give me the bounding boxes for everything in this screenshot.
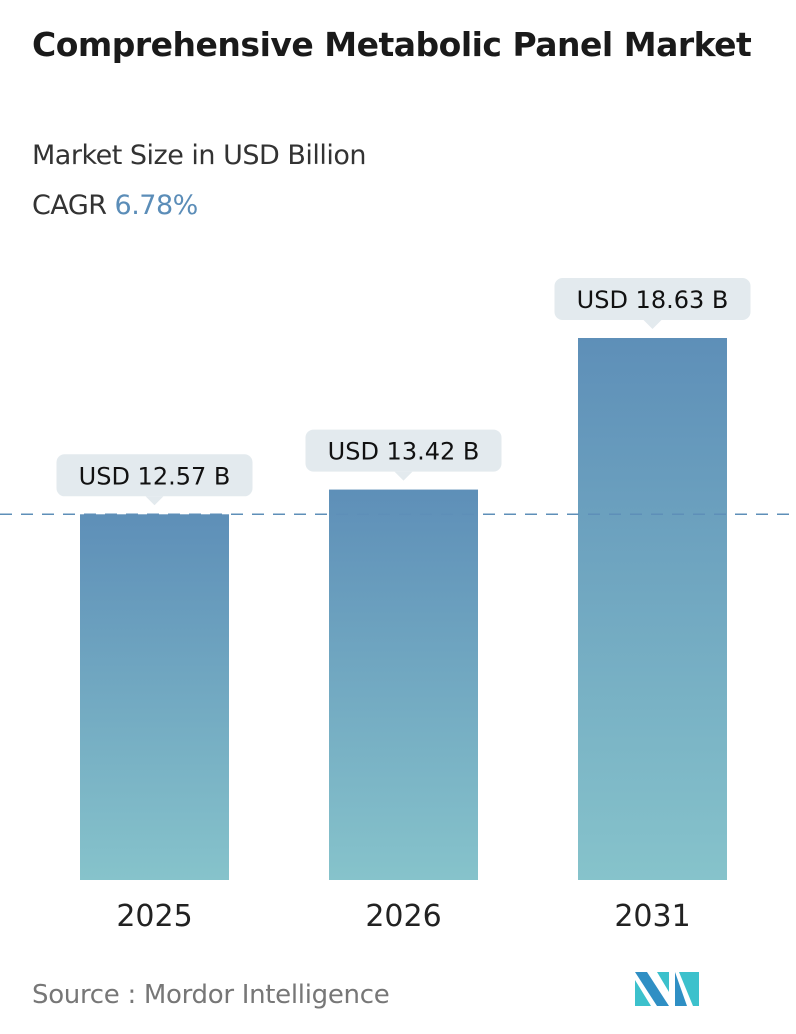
data-label-bg <box>56 454 253 497</box>
data-label: USD 18.63 B <box>577 286 729 314</box>
data-label: USD 12.57 B <box>79 462 231 490</box>
bar-2031 <box>578 338 727 880</box>
data-label-pointer <box>643 320 662 329</box>
source-note: Source : Mordor Intelligence <box>32 980 390 1010</box>
cagr: CAGR 6.78% <box>32 190 198 221</box>
chart-subtitle: Market Size in USD Billion <box>32 140 367 171</box>
mordor-logo-icon <box>635 972 699 1006</box>
data-label: USD 13.42 B <box>328 438 480 466</box>
x-tick-label: 2031 <box>614 899 690 934</box>
cagr-label: CAGR <box>32 190 107 221</box>
cagr-value: 6.78% <box>114 190 199 221</box>
bar-2025 <box>80 514 229 880</box>
data-label-pointer <box>394 471 413 481</box>
data-label-bg <box>305 429 502 472</box>
bar-chart: USD 12.57 B 2025 USD 13.42 B 2026 USD 18.63 … <box>0 278 796 934</box>
bar-2026 <box>329 489 478 880</box>
data-label-pointer <box>145 496 164 506</box>
data-label-bg <box>554 278 751 320</box>
x-tick-label: 2025 <box>116 899 192 934</box>
chart-title: Comprehensive Metabolic Panel Market <box>32 25 752 64</box>
x-tick-label: 2026 <box>365 899 441 934</box>
